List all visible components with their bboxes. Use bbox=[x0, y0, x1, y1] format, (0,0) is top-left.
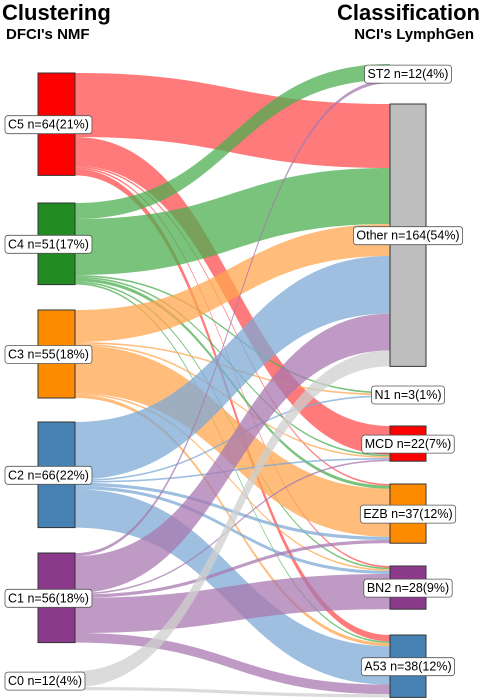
node-label-c5: C5 n=64(21%) bbox=[8, 118, 89, 132]
flow-layer bbox=[75, 64, 390, 698]
flow-c1-to-mcd bbox=[75, 459, 390, 595]
right-axis-title: Classification bbox=[336, 0, 480, 25]
node-label-box-c5 bbox=[4, 115, 93, 135]
flow-c1-to-ezb bbox=[75, 540, 390, 598]
node-label-ezb: EZB n=37(12%) bbox=[363, 507, 452, 521]
flow-c3-to-bn2 bbox=[75, 393, 390, 571]
flow-c0-to-other bbox=[75, 350, 390, 687]
flow-c3-to-mcd bbox=[75, 343, 390, 458]
left-axis-title: Clustering bbox=[2, 0, 111, 25]
flow-c1-to-other bbox=[75, 313, 390, 593]
flow-c1-to-a53 bbox=[75, 633, 390, 695]
flow-c4-to-n1 bbox=[75, 275, 390, 394]
node-label-st2: ST2 n=12(4%) bbox=[368, 67, 449, 81]
node-label-box-st2 bbox=[364, 64, 452, 84]
flow-c2-to-other bbox=[75, 256, 390, 480]
label-layer: C5 n=64(21%) C4 n=51(17%) C3 n=55(18%) C2 n… bbox=[4, 64, 463, 691]
node-label-box-other bbox=[353, 226, 463, 246]
node-label-n1: N1 n=3(1%) bbox=[374, 388, 441, 402]
flow-c4-to-other bbox=[75, 168, 390, 275]
node-label-box-ezb bbox=[359, 504, 457, 524]
node-label-box-a53 bbox=[360, 657, 456, 677]
node-label-box-bn2 bbox=[363, 578, 453, 598]
node-label-box-c4 bbox=[4, 234, 93, 254]
node-label-mcd: MCD n=22(7%) bbox=[365, 437, 452, 451]
flow-c1-to-st2 bbox=[75, 80, 390, 557]
node-label-box-c2 bbox=[4, 465, 93, 485]
node-label-box-c1 bbox=[4, 588, 93, 608]
node-label-other: Other n=164(54%) bbox=[356, 229, 459, 243]
node-label-c0: C0 n=12(4%) bbox=[8, 674, 82, 688]
node-label-c3: C3 n=55(18%) bbox=[8, 348, 89, 362]
node-label-c1: C1 n=56(18%) bbox=[8, 591, 89, 605]
flow-c5-to-other bbox=[75, 73, 390, 168]
node-label-box-n1 bbox=[371, 385, 445, 405]
flow-c5-to-a53 bbox=[75, 169, 390, 642]
node-label-box-c0 bbox=[4, 671, 86, 691]
left-axis-subtitle: DFCI's NMF bbox=[6, 26, 90, 43]
node-label-c4: C4 n=51(17%) bbox=[8, 237, 89, 251]
flow-c4-to-st2 bbox=[75, 64, 390, 219]
flow-c3-to-other bbox=[75, 224, 390, 342]
node-label-bn2: BN2 n=28(9%) bbox=[367, 581, 449, 595]
flow-c0-to-a53 bbox=[75, 687, 390, 698]
right-axis-subtitle: NCI's LymphGen bbox=[354, 26, 474, 43]
flow-c2-to-bn2 bbox=[75, 486, 390, 574]
flow-c5-to-ezb bbox=[75, 165, 390, 486]
node-label-c2: C2 n=66(22%) bbox=[8, 468, 89, 482]
flow-c1-to-bn2 bbox=[75, 574, 390, 633]
node-label-a53: A53 n=38(12%) bbox=[364, 660, 451, 674]
node-label-box-c3 bbox=[4, 345, 93, 364]
node-label-box-mcd bbox=[361, 434, 455, 454]
